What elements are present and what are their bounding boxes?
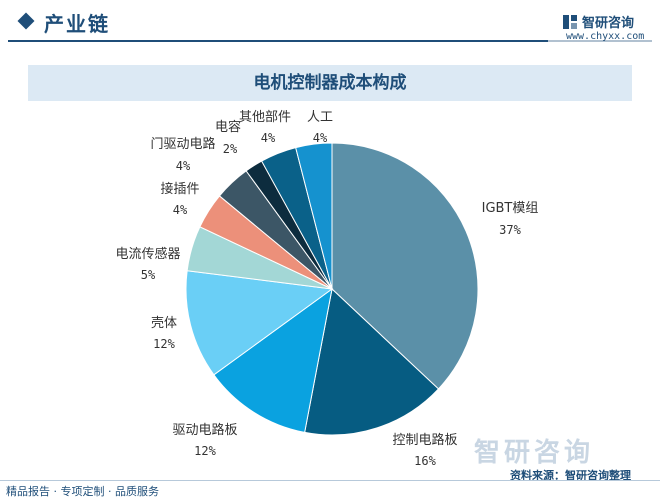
chart-title: 电机控制器成本构成 <box>253 73 407 93</box>
chart-title-bar: 电机控制器成本构成 <box>28 65 632 101</box>
slice-label: 电容 <box>215 119 241 135</box>
pie-labels: IGBT模组 37% 控制电路板 16% 驱动电路板 12% 壳体 12% 电流传感器 5% 接插件… <box>115 110 538 468</box>
zhiyan-logo-icon <box>563 15 577 29</box>
header-divider <box>8 40 548 42</box>
slice-value-label: 4% <box>261 131 276 145</box>
slice-label: 控制电路板 <box>392 432 457 448</box>
slice-label: 接插件 <box>160 181 199 197</box>
slice-value-label: 12% <box>153 337 175 351</box>
brand-url: www.chyxx.com <box>566 31 645 42</box>
footer-watermark: 智研咨询 <box>474 438 595 468</box>
slice-label: 人工 <box>307 110 333 125</box>
slice-label: 其他部件 <box>239 110 291 125</box>
slice-label: IGBT模组 <box>482 201 539 216</box>
slice-label: 门驱动电路 <box>150 136 215 152</box>
slice-value-label: 4% <box>173 203 188 217</box>
pie-chart: IGBT模组 37% 控制电路板 16% 驱动电路板 12% 壳体 12% 电流传感器 5% 接插件… <box>115 110 538 468</box>
pie-slice <box>295 142 333 290</box>
slice-value-label: 5% <box>141 268 156 282</box>
slice-label: 电流传感器 <box>115 246 180 262</box>
slice-label: 驱动电路板 <box>172 422 237 438</box>
header-divider-right <box>548 40 652 42</box>
pie-slices <box>185 142 479 436</box>
brand-logo: 智研咨询 <box>562 12 634 31</box>
source-note: 资料来源：智研咨询整理 <box>510 469 631 482</box>
slice-value-label: 16% <box>414 454 436 468</box>
pie-slice <box>213 287 333 433</box>
pie-slice <box>331 142 479 390</box>
footer-divider <box>0 480 660 481</box>
slice-value-label: 4% <box>313 131 328 145</box>
slice-value-label: 37% <box>499 223 521 237</box>
slice-label: 壳体 <box>151 316 177 331</box>
slice-value-label: 4% <box>176 159 191 173</box>
section-title: 产业链 <box>44 12 110 36</box>
slice-value-label: 2% <box>223 142 238 156</box>
page-header: 产业链 智研咨询 www.chyxx.com <box>0 0 660 50</box>
footer-services: 精品报告 · 专项定制 · 品质服务 <box>6 485 159 498</box>
slice-value-label: 12% <box>194 444 216 458</box>
diamond-icon <box>17 12 35 30</box>
pie-slice <box>304 288 440 436</box>
pie-slice <box>185 270 334 376</box>
brand-name: 智研咨询 <box>582 16 635 31</box>
